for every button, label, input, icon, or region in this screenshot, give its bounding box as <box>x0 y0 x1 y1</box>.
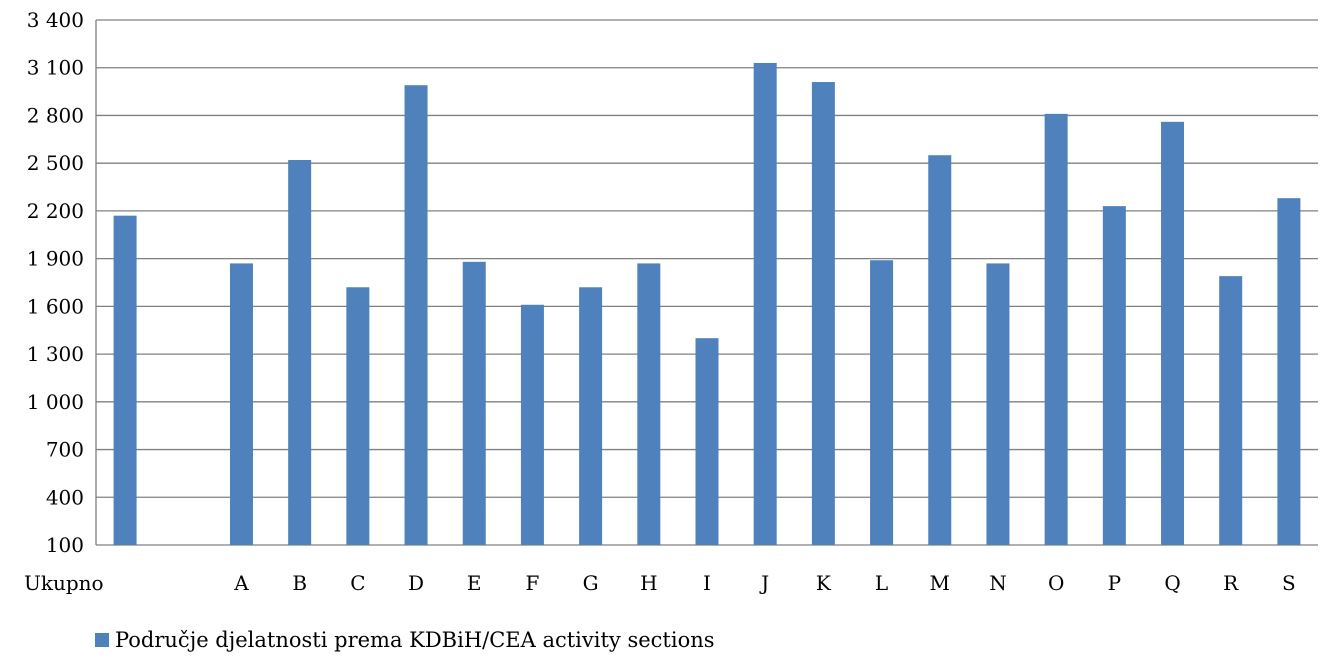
bar <box>1277 198 1301 545</box>
bar <box>870 260 894 545</box>
bar <box>229 263 253 545</box>
x-tick-labels: Ukupno A B C D E F G H I J K L M N O P Q R S <box>24 571 1296 595</box>
x-tick-label: N <box>989 571 1007 595</box>
x-tick-label: M <box>930 571 950 595</box>
bars <box>113 62 1301 546</box>
bar <box>579 287 603 545</box>
bar <box>811 82 835 545</box>
legend: Područje djelatnosti prema KDBiH/CEA act… <box>95 628 715 652</box>
y-tick-label: 2 500 <box>27 151 84 175</box>
x-tick-label: E <box>467 571 482 595</box>
y-tick-label: 1 000 <box>27 390 84 414</box>
legend-label: Područje djelatnosti prema KDBiH/CEA act… <box>115 628 715 652</box>
x-tick-label: Q <box>1164 571 1180 595</box>
bar <box>753 62 777 546</box>
bar <box>288 160 312 545</box>
bar <box>695 338 719 545</box>
bar <box>520 304 544 545</box>
bar <box>346 287 370 545</box>
x-tick-label: B <box>292 571 307 595</box>
x-tick-label: P <box>1108 571 1121 595</box>
y-tick-label: 2 200 <box>27 199 84 223</box>
x-tick-label: C <box>350 571 365 595</box>
x-tick-label: S <box>1282 571 1296 595</box>
y-tick-label: 700 <box>46 438 84 462</box>
x-tick-label: L <box>875 571 888 595</box>
bar <box>462 261 486 545</box>
x-tick-label: O <box>1048 571 1064 595</box>
x-tick-label: J <box>759 571 769 595</box>
y-tick-label: 3 100 <box>27 56 84 80</box>
bar <box>404 85 428 546</box>
bar <box>1219 276 1243 545</box>
bar <box>113 215 137 545</box>
y-tick-label: 1 900 <box>27 247 84 271</box>
legend-swatch <box>95 633 109 647</box>
x-tick-label: K <box>816 571 832 595</box>
x-tick-label: I <box>703 571 711 595</box>
bar <box>637 263 661 545</box>
x-tick-label: H <box>640 571 657 595</box>
x-tick-label: F <box>525 571 539 595</box>
y-tick-label: 1 600 <box>27 294 84 318</box>
x-tick-label: G <box>583 571 599 595</box>
bar <box>1102 206 1126 546</box>
x-tick-label: D <box>408 571 424 595</box>
x-tick-label: R <box>1223 571 1239 595</box>
y-tick-label: 2 800 <box>27 103 84 127</box>
x-tick-label: Ukupno <box>24 571 104 595</box>
bar <box>1044 113 1068 545</box>
bar <box>986 263 1010 545</box>
x-tick-label: A <box>233 571 249 595</box>
y-tick-label: 1 300 <box>27 342 84 366</box>
y-tick-label: 100 <box>46 533 84 557</box>
y-tick-label: 400 <box>46 485 84 509</box>
y-tick-label: 3 400 <box>27 8 84 32</box>
bar <box>1161 121 1185 546</box>
bar <box>928 155 952 545</box>
y-tick-labels: 100 400 700 1 000 1 300 1 600 1 900 2 200 2 500 2… <box>27 8 84 557</box>
